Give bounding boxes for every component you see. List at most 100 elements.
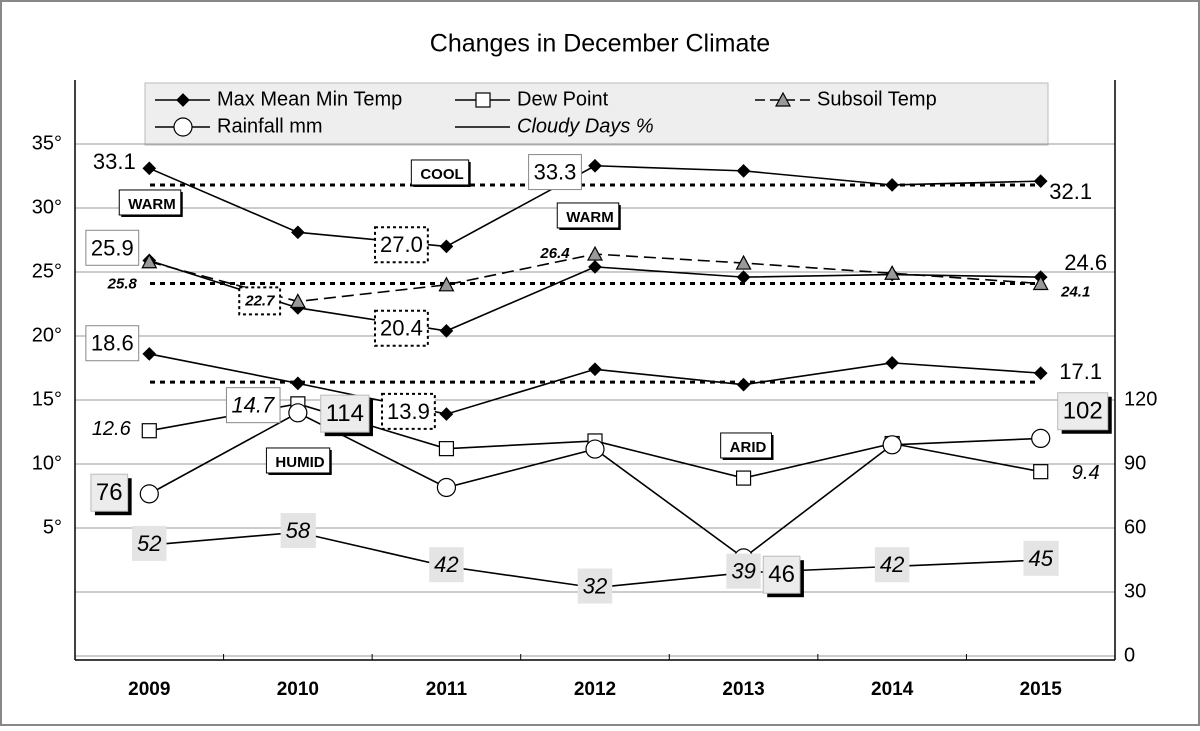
y-tick-label: 15° bbox=[32, 388, 62, 410]
marker bbox=[139, 484, 159, 504]
legend-label: Cloudy Days % bbox=[517, 115, 654, 137]
data-label: 42 bbox=[880, 552, 904, 577]
data-label: 52 bbox=[137, 531, 161, 556]
annotation-box bbox=[265, 447, 331, 474]
legend-marker bbox=[173, 117, 193, 137]
label-box bbox=[1057, 392, 1109, 431]
marker bbox=[141, 253, 158, 269]
legend-label: Rainfall mm bbox=[217, 115, 323, 137]
y-tick-label: 35° bbox=[32, 132, 62, 154]
marker bbox=[884, 265, 901, 280]
marker bbox=[439, 324, 454, 338]
annotation: COOL bbox=[420, 166, 463, 183]
data-label: 102 bbox=[1063, 398, 1103, 425]
data-label: 39 bbox=[731, 559, 755, 584]
marker bbox=[735, 470, 752, 486]
label-box bbox=[726, 553, 761, 589]
data-label: 46 bbox=[768, 561, 795, 588]
data-label: 27.0 bbox=[380, 232, 423, 257]
label-box bbox=[90, 473, 129, 512]
y-tick-label: 20° bbox=[32, 324, 62, 346]
label-box bbox=[762, 555, 801, 594]
y2-tick-label: 60 bbox=[1124, 516, 1146, 538]
marker bbox=[882, 435, 902, 455]
data-label: 42 bbox=[434, 552, 458, 577]
marker bbox=[736, 164, 751, 178]
label-box bbox=[1023, 540, 1059, 576]
data-label: 32.1 bbox=[1049, 179, 1092, 204]
marker bbox=[1033, 366, 1048, 380]
legend-marker bbox=[774, 91, 792, 107]
label-box bbox=[374, 226, 429, 264]
data-label: 22.7 bbox=[244, 292, 275, 309]
marker bbox=[142, 161, 157, 176]
x-tick-label: 2011 bbox=[426, 679, 468, 700]
marker bbox=[439, 407, 454, 421]
data-label: 33.1 bbox=[93, 149, 136, 174]
label-box bbox=[381, 392, 436, 430]
label-box bbox=[374, 309, 429, 347]
marker bbox=[291, 376, 305, 391]
legend bbox=[144, 82, 1049, 146]
data-label: 18.6 bbox=[91, 331, 134, 356]
marker bbox=[585, 439, 605, 459]
x-tick-label: 2009 bbox=[128, 679, 170, 700]
annotation-box bbox=[720, 432, 772, 459]
y-tick-label: 30° bbox=[32, 196, 62, 218]
data-label: 12.6 bbox=[92, 418, 132, 440]
y-tick-label: 10° bbox=[32, 452, 62, 474]
data-label: 45 bbox=[1028, 546, 1053, 571]
data-label: 114 bbox=[326, 400, 364, 427]
data-label: 14.7 bbox=[231, 393, 275, 418]
legend-marker bbox=[176, 93, 190, 107]
chart-title: Changes in December Climate bbox=[430, 30, 770, 58]
marker bbox=[1033, 464, 1049, 480]
annotation: ARID bbox=[730, 439, 767, 456]
marker bbox=[439, 239, 454, 254]
marker bbox=[141, 423, 157, 439]
marker bbox=[586, 245, 604, 261]
marker bbox=[1031, 428, 1051, 448]
marker bbox=[289, 293, 306, 309]
label-box bbox=[528, 154, 582, 191]
data-label: 76 bbox=[96, 479, 123, 506]
marker bbox=[736, 377, 751, 392]
marker bbox=[291, 225, 305, 240]
data-label: 13.9 bbox=[387, 399, 430, 424]
y2-tick-label: 90 bbox=[1124, 452, 1146, 474]
label-box bbox=[280, 513, 316, 549]
data-label: 24.6 bbox=[1064, 250, 1107, 275]
label-box bbox=[85, 229, 140, 266]
label-box bbox=[238, 286, 282, 316]
marker bbox=[588, 362, 602, 377]
marker bbox=[885, 356, 899, 370]
data-label: 17.1 bbox=[1059, 359, 1102, 384]
y2-tick-label: 120 bbox=[1124, 388, 1157, 410]
legend-label: Max Mean Min Temp bbox=[217, 88, 402, 110]
data-label: 9.4 bbox=[1072, 462, 1100, 484]
y-tick-label: 5° bbox=[43, 516, 62, 538]
label-box bbox=[132, 525, 167, 561]
annotation: WARM bbox=[128, 196, 176, 213]
label-box bbox=[874, 547, 910, 583]
marker bbox=[436, 477, 457, 498]
annotation-box bbox=[118, 189, 182, 216]
annotation: WARM bbox=[566, 209, 614, 226]
marker bbox=[438, 276, 455, 292]
label-box bbox=[85, 325, 140, 362]
x-tick-label: 2012 bbox=[574, 679, 616, 700]
data-label: 26.4 bbox=[539, 245, 570, 262]
x-tick-label: 2014 bbox=[871, 679, 914, 700]
data-label: 25.9 bbox=[91, 235, 134, 260]
data-label: 25.8 bbox=[107, 276, 138, 293]
data-label: 33.3 bbox=[534, 160, 577, 185]
marker bbox=[1032, 275, 1049, 291]
data-label: 20.4 bbox=[380, 316, 423, 341]
y-tick-label: 25° bbox=[32, 260, 62, 282]
marker bbox=[142, 347, 157, 361]
data-label: 32 bbox=[583, 574, 607, 599]
annotation: HUMID bbox=[275, 454, 324, 471]
annotation-box bbox=[410, 159, 470, 186]
marker bbox=[288, 403, 308, 423]
